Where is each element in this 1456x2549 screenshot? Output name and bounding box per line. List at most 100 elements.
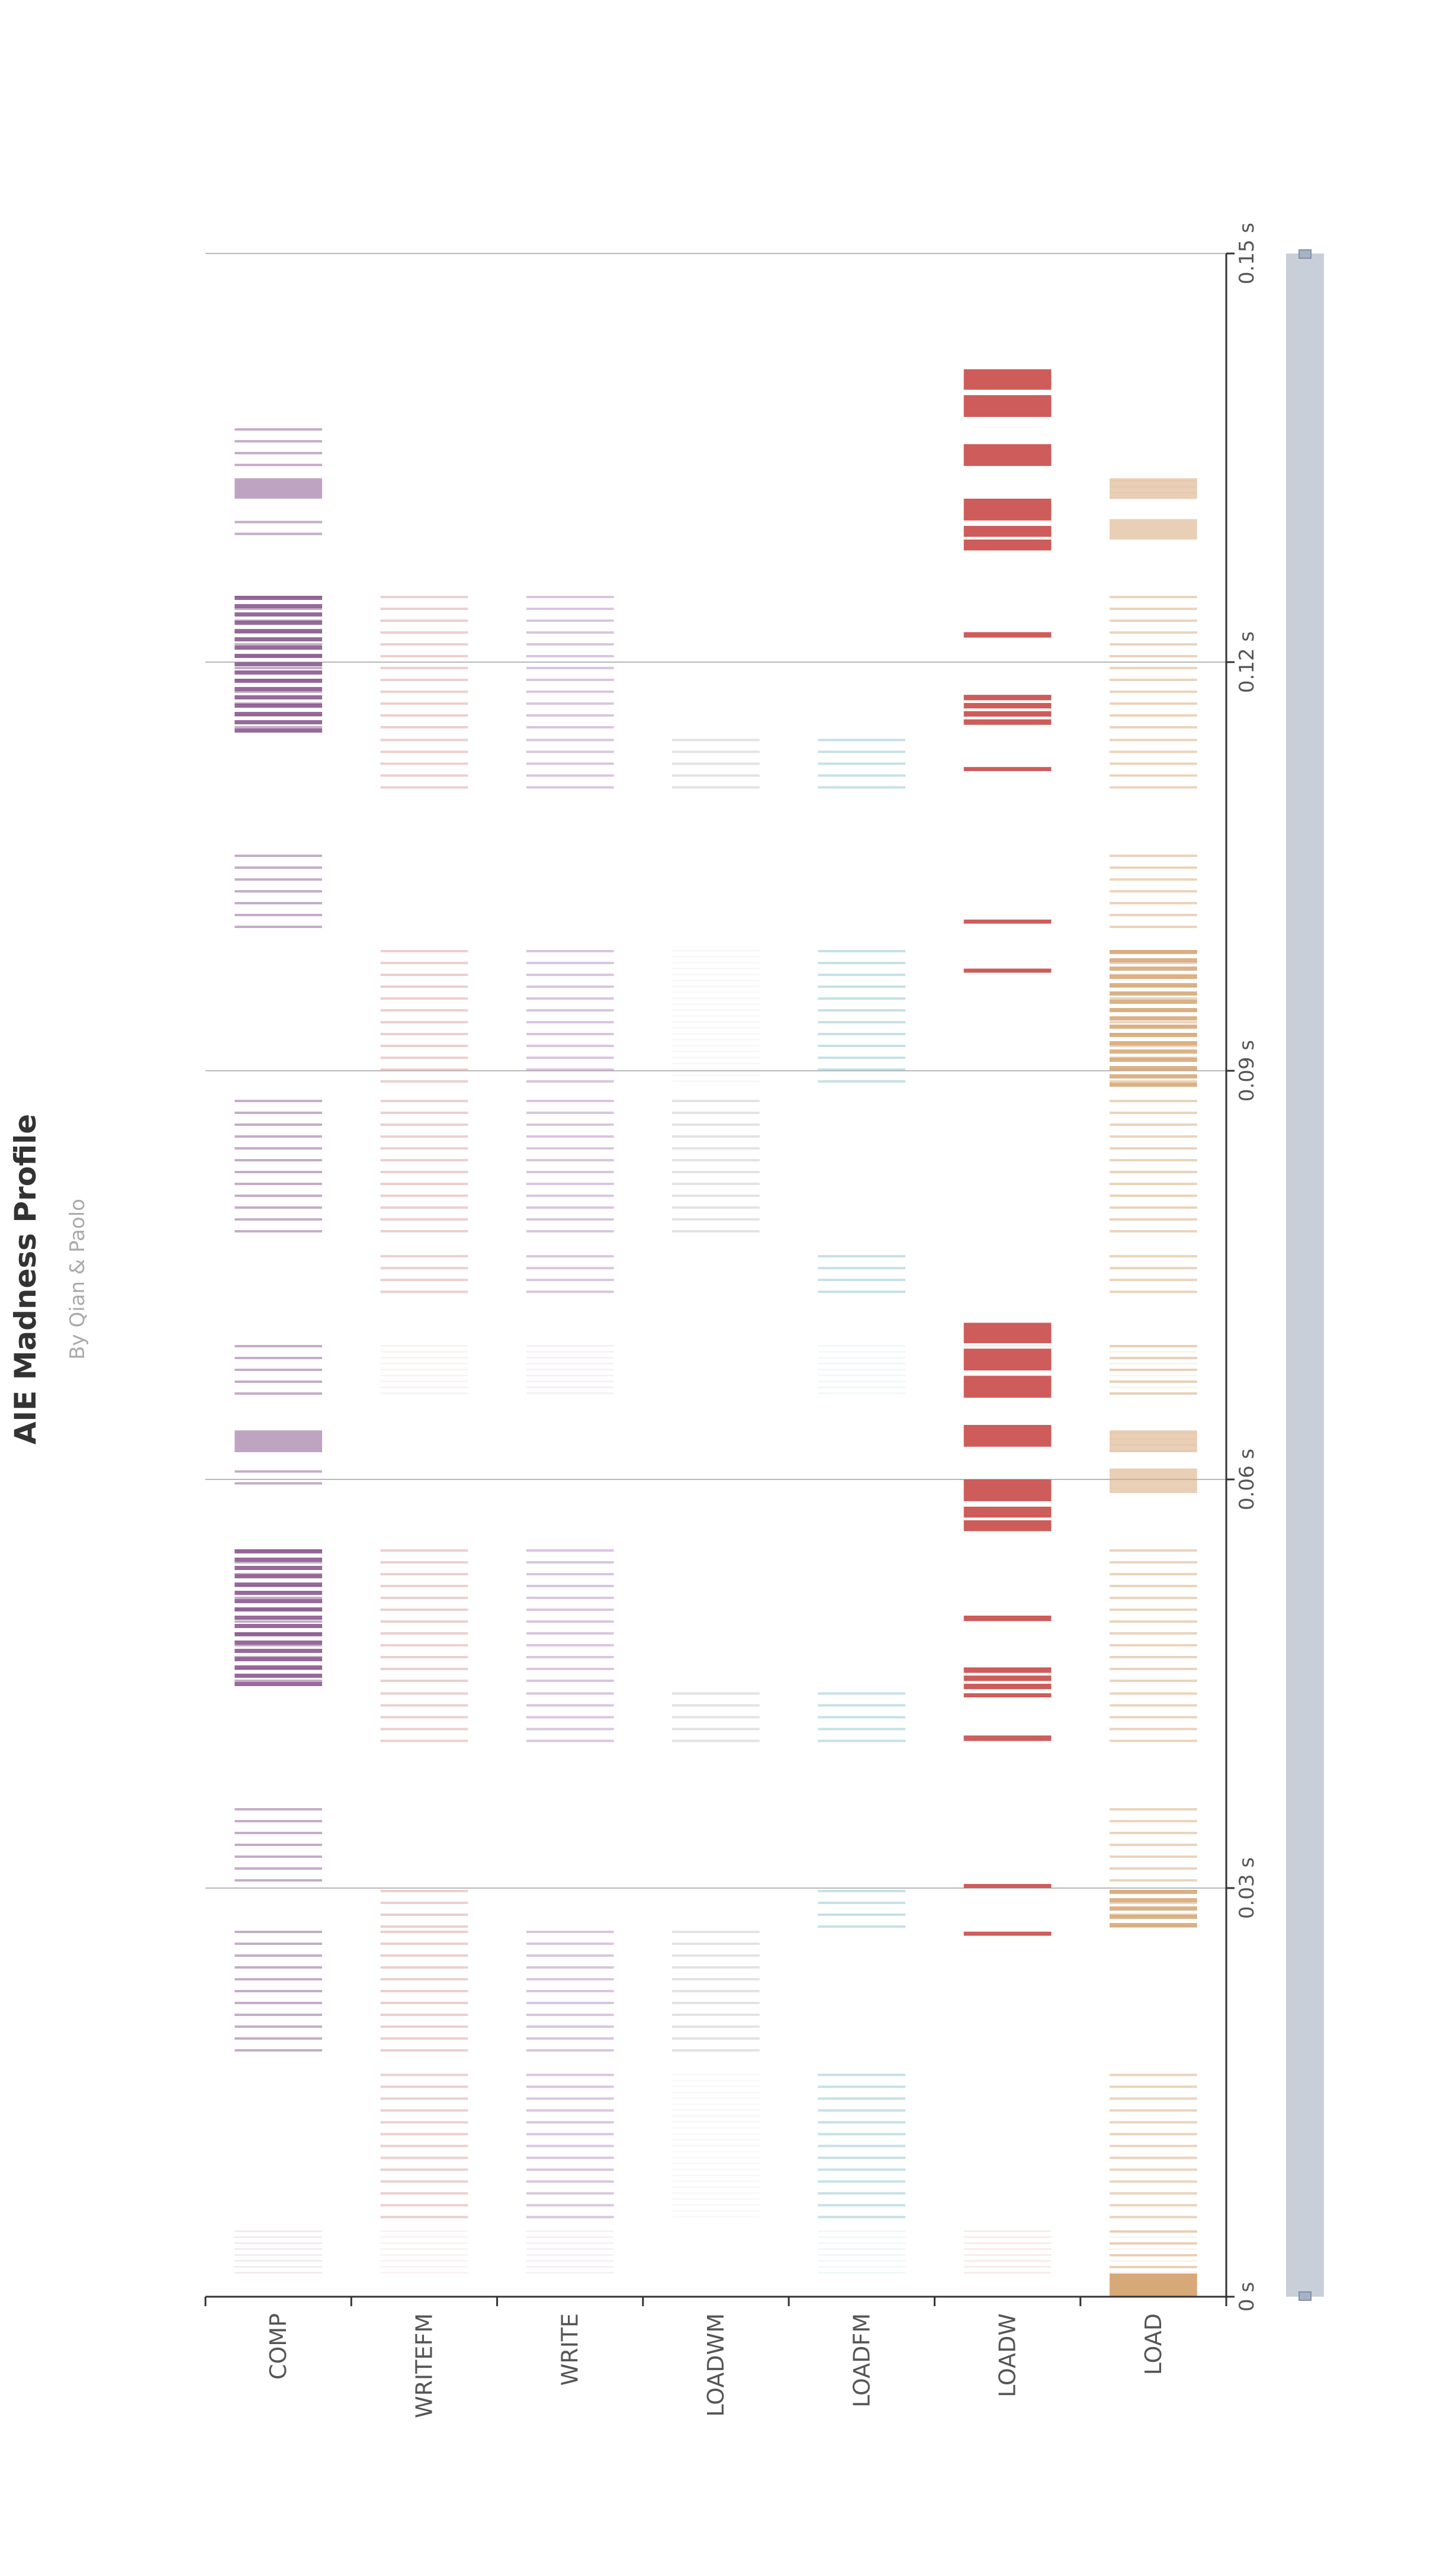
timeline-bar <box>380 1931 468 1933</box>
timeline-bar <box>380 1902 468 1904</box>
timeline-bar <box>1109 1290 1197 1293</box>
timeline-bar <box>672 1195 760 1197</box>
timeline-bar <box>234 1644 323 1646</box>
timeline-bar <box>234 428 323 431</box>
timeline-bar <box>818 2242 906 2244</box>
timeline-bar <box>1109 2216 1197 2219</box>
timeline-block <box>1109 478 1197 499</box>
timeline-bar <box>526 2216 614 2219</box>
timeline-bar <box>234 2236 323 2238</box>
timeline-bar <box>1109 702 1197 705</box>
timeline-bar <box>526 1656 614 1658</box>
timeline-block <box>234 478 323 499</box>
timeline-bar <box>672 1147 760 1150</box>
loadw-bar <box>963 369 1052 390</box>
timeline-bar <box>380 2248 468 2250</box>
timeline-bar <box>234 1230 323 1232</box>
category-label-write: WRITE <box>557 2313 583 2386</box>
timeline-bar <box>526 655 614 657</box>
timeline-bar <box>526 2121 614 2124</box>
timeline-bar <box>234 1954 323 1957</box>
zoom-slider-track[interactable] <box>1286 253 1324 2297</box>
timeline-bar <box>380 1057 468 1059</box>
timeline-bar <box>380 2216 468 2219</box>
timeline-bar <box>672 1068 760 1070</box>
timeline-bar <box>818 1068 906 1071</box>
timeline-bar <box>234 2025 323 2028</box>
timeline-bar <box>526 631 614 634</box>
timeline-bar <box>818 2236 906 2238</box>
zoom-slider-handle-top[interactable] <box>1298 249 1312 259</box>
timeline-bar <box>818 1021 906 1023</box>
timeline-bar <box>672 1206 760 1209</box>
timeline-bar <box>380 1620 468 1623</box>
timeline-bar <box>380 2204 468 2207</box>
zoom-slider-handle-bottom[interactable] <box>1298 2291 1312 2301</box>
timeline-bar <box>234 532 323 535</box>
timeline-bar <box>672 2014 760 2016</box>
timeline-bar <box>380 1183 468 1185</box>
timeline-bar <box>1109 950 1197 954</box>
timeline-bar <box>380 1171 468 1173</box>
timeline-bar <box>526 1267 614 1270</box>
timeline-bar <box>526 2248 614 2250</box>
timeline-bar <box>380 2266 468 2268</box>
timeline-bar <box>380 1021 468 1023</box>
timeline-bar <box>526 2272 614 2274</box>
timeline-bar <box>818 2133 906 2136</box>
load-base-bar <box>1109 2273 1197 2297</box>
timeline-bar <box>526 2049 614 2052</box>
timeline-bar <box>1109 1609 1197 1611</box>
timeline-bar <box>526 643 614 646</box>
timeline-bar <box>526 950 614 952</box>
timeline-bar <box>234 608 323 610</box>
timeline-bar <box>380 1632 468 1635</box>
timeline-bar <box>1109 926 1197 928</box>
timeline-bar <box>672 774 760 777</box>
timeline-bar <box>1109 631 1197 634</box>
timeline-bar <box>380 2168 468 2171</box>
timeline-bar <box>526 1386 614 1388</box>
timeline-bar <box>818 1716 906 1719</box>
timeline-bar <box>1109 679 1197 681</box>
timeline-bar <box>380 1255 468 1258</box>
timeline-bar <box>1109 596 1197 598</box>
timeline-bar <box>380 1656 468 1658</box>
timeline-block <box>1109 519 1197 540</box>
timeline-bar <box>1109 1345 1197 1347</box>
loadw-bar <box>963 919 1052 924</box>
timeline-bar <box>818 2216 906 2219</box>
timeline-bar <box>234 452 323 455</box>
timeline-bar <box>526 1171 614 1173</box>
timeline-bar <box>234 726 323 728</box>
zoom-slider[interactable] <box>1286 249 1324 2301</box>
timeline-bar <box>380 1230 468 1232</box>
timeline-bar <box>672 2109 760 2111</box>
timeline-bar <box>234 1561 323 1564</box>
loadw-bar <box>963 1667 1052 1673</box>
timeline-bar <box>380 1206 468 1209</box>
timeline-bar <box>380 1100 468 1102</box>
timeline-bar <box>1109 2242 1197 2245</box>
timeline-bar <box>672 2198 760 2200</box>
timeline-bar <box>526 1195 614 1197</box>
timeline-bar <box>526 1990 614 1992</box>
timeline-bar <box>526 714 614 717</box>
timeline-bar <box>1109 1915 1197 1919</box>
timeline-bar <box>380 691 468 693</box>
timeline-bar <box>234 1345 323 1347</box>
timeline-bar <box>526 679 614 681</box>
timeline-bar <box>234 1549 323 1553</box>
timeline-bar <box>672 1716 760 1719</box>
loadw-bar <box>963 395 1052 417</box>
timeline-bar <box>1109 1016 1197 1020</box>
timeline-bar <box>1109 1668 1197 1670</box>
time-tick-label: 0.15 s <box>1235 223 1259 284</box>
timeline-bar <box>526 702 614 705</box>
timeline-bar <box>380 608 468 610</box>
timeline-bar <box>672 2049 760 2052</box>
timeline-bar <box>526 2025 614 2028</box>
timeline-bar <box>1109 1045 1197 1047</box>
timeline-bar <box>963 2260 1052 2262</box>
timeline-bar <box>818 762 906 765</box>
